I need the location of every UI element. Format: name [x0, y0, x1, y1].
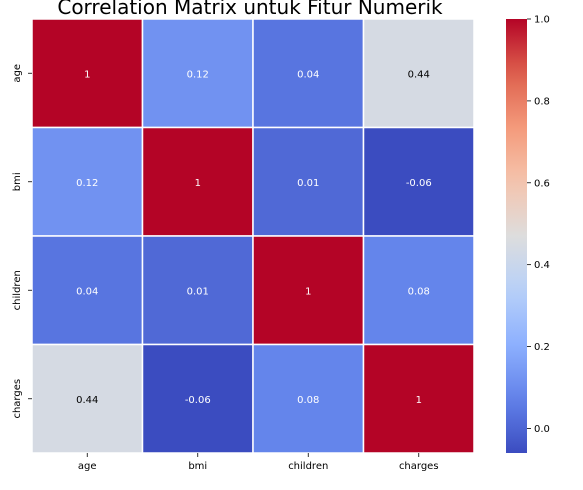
colorbar-tick-label: 0.0 [534, 424, 550, 435]
colorbar-tick-label: 0.2 [534, 342, 550, 353]
heatmap-cell [141, 126, 254, 237]
cell-value-label: 0.12 [187, 69, 209, 80]
y-tick-label: charges [12, 379, 23, 419]
colorbar: 0.0 0.2 0.4 0.6 0.8 1.0 [506, 15, 550, 453]
heatmap-cell [252, 18, 365, 129]
colorbar-tick-label: 0.4 [534, 260, 550, 271]
colorbar-gradient [506, 19, 527, 453]
colorbar-tick-label: 1.0 [534, 15, 550, 26]
heatmap-cell [141, 235, 254, 346]
cell-value-label: 0.01 [187, 286, 209, 297]
colorbar-tick-label: 0.6 [534, 178, 550, 189]
y-axis: age bmi children charges [12, 64, 32, 419]
heatmap-cell [362, 235, 475, 346]
cell-value-label: 0.08 [297, 395, 319, 406]
cell-value-label: 1 [84, 69, 90, 80]
chart-title: Correlation Matrix untuk Fitur Numerik [57, 0, 443, 19]
y-tick-label: children [12, 270, 23, 310]
cell-value-label: 0.04 [297, 69, 319, 80]
cell-value-label: -0.06 [185, 395, 211, 406]
cell-value-label: 0.12 [76, 178, 98, 189]
x-axis: age bmi children charges [78, 453, 439, 472]
heatmap-cell [362, 18, 475, 129]
cell-value-label: 0.01 [297, 178, 319, 189]
colorbar-tick-label: 0.8 [534, 96, 550, 107]
x-tick-label: age [78, 461, 97, 472]
cell-value-label: 1 [195, 178, 201, 189]
y-tick-label: bmi [12, 172, 23, 191]
cell-value-label: 1 [305, 286, 311, 297]
heatmap-cells [31, 18, 475, 454]
cell-value-label: -0.06 [406, 178, 432, 189]
cell-value-label: 0.44 [76, 395, 98, 406]
x-tick-label: charges [399, 461, 439, 472]
heatmap-cell [362, 343, 475, 454]
y-tick-label: age [12, 64, 23, 83]
cell-value-label: 0.08 [408, 286, 430, 297]
heatmap-cell [31, 126, 144, 237]
heatmap-cell [31, 18, 144, 129]
x-tick-label: children [288, 461, 328, 472]
x-tick-label: bmi [188, 461, 207, 472]
cell-value-label: 0.04 [76, 286, 98, 297]
heatmap-cell [362, 126, 475, 237]
cell-value-label: 0.44 [408, 69, 430, 80]
cell-value-label: 1 [416, 395, 422, 406]
heatmap-cell [31, 343, 144, 454]
heatmap-value-labels: 1 0.12 0.04 0.44 0.12 1 0.01 -0.06 0.04 0.01 1 0.08… [76, 69, 432, 406]
heatmap-cell [141, 18, 254, 129]
heatmap-cell [141, 343, 254, 454]
